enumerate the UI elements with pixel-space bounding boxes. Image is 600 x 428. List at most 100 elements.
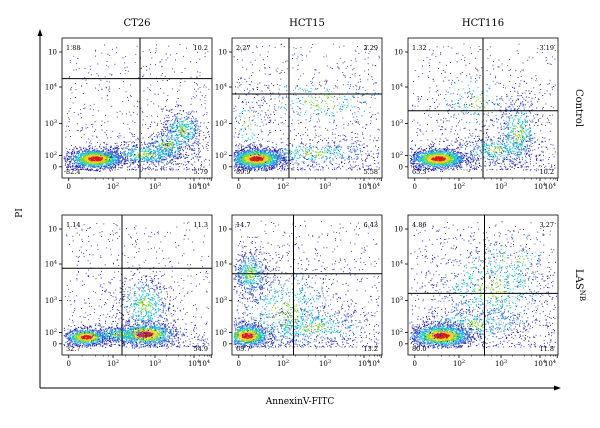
event-point [170,149,172,150]
event-point [77,166,79,168]
event-point [90,170,92,172]
event-point [357,165,359,167]
event-point [118,158,120,160]
event-point [66,151,68,153]
event-point [165,150,167,152]
event-point [240,84,242,85]
event-point [375,65,377,67]
event-point [299,146,301,148]
event-point [238,162,240,164]
event-point [99,145,101,147]
event-point [282,121,283,123]
event-point [100,143,101,145]
event-point [164,150,166,152]
event-point [94,161,96,163]
event-point [121,113,123,115]
event-point [104,157,106,158]
event-point [177,135,179,137]
event-point [162,158,164,160]
event-point [172,146,174,148]
event-point [264,152,266,154]
event-point [94,153,96,155]
event-point [156,148,158,150]
event-point [149,89,150,91]
event-point [302,134,304,136]
event-point [66,166,68,168]
event-point [367,63,369,65]
event-point [355,161,357,163]
event-point [91,151,93,153]
event-point [134,158,136,160]
event-point [180,152,182,154]
event-point [177,126,179,128]
event-point [161,135,163,137]
event-point [193,153,195,155]
event-point [264,116,265,118]
event-point [236,150,237,151]
event-point [96,169,97,171]
event-point [94,150,96,152]
event-point [240,163,242,165]
event-point [201,104,202,106]
event-point [276,164,278,166]
event-point [103,142,105,144]
event-point [177,151,179,153]
event-point [135,53,137,55]
event-point [362,160,364,162]
event-point [370,120,372,122]
event-point [244,169,246,171]
event-point [266,103,268,104]
event-point [284,113,286,115]
event-point [260,129,262,131]
event-point [181,131,183,133]
event-point [82,155,84,157]
event-point [344,163,345,164]
event-point [111,165,113,167]
event-point [93,153,95,154]
event-point [111,158,113,160]
event-point [190,158,192,160]
event-point [81,85,82,87]
event-point [86,153,88,155]
event-point [264,168,266,170]
event-point [243,152,244,154]
event-point [84,156,86,158]
event-point [165,143,167,145]
event-point [130,163,132,165]
event-point [151,160,153,162]
event-point [332,169,333,170]
event-point [252,52,254,53]
event-point [157,132,159,133]
event-point [127,166,129,168]
event-point [188,144,189,146]
event-point [124,140,126,142]
event-point [162,107,164,109]
event-point [81,137,82,139]
event-point [88,152,90,154]
event-point [357,121,359,123]
event-point [171,131,173,133]
event-point [143,74,145,76]
event-point [74,156,76,158]
event-point [166,145,168,146]
event-point [71,152,73,154]
event-point [179,118,181,120]
event-point [185,136,187,138]
event-point [207,51,209,53]
event-point [272,167,274,169]
event-point [194,88,195,90]
event-point [143,157,145,159]
event-point [312,164,313,166]
event-point [121,164,123,166]
event-point [101,157,103,159]
event-point [264,119,266,121]
event-point [76,157,77,158]
event-point [88,155,90,157]
event-point [265,152,267,154]
event-point [108,159,110,161]
event-point [155,50,157,52]
event-point [182,121,183,123]
event-point [359,85,361,87]
event-point [160,74,162,76]
event-point [183,121,185,123]
